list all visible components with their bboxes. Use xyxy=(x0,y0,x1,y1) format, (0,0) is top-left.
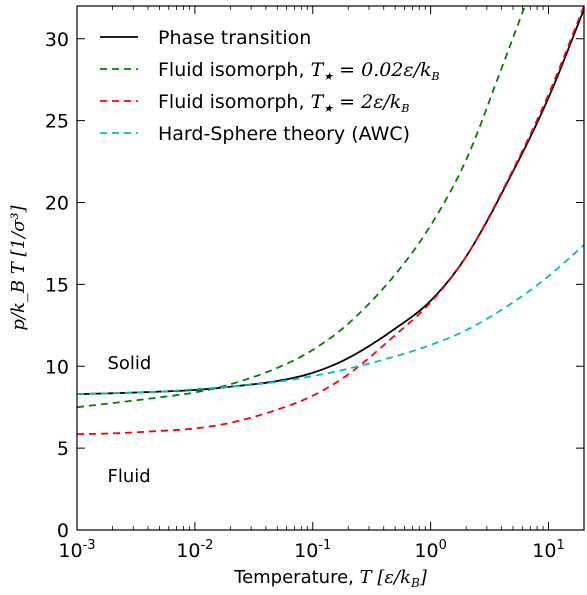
axes-frame xyxy=(76,5,585,531)
series-line-4 xyxy=(77,244,584,395)
series-line-2 xyxy=(77,6,526,409)
y-tick-label-25: 25 xyxy=(45,111,69,133)
annotations: Solid Fluid xyxy=(107,353,151,487)
x-tick-label-2: 10-1 xyxy=(294,538,331,562)
y-tick-label-30: 30 xyxy=(45,29,69,51)
x-axis-label: Temperature, T [ε/kB] xyxy=(233,567,428,590)
legend-label-2: Fluid isomorph, T★ = 0.02ε/kB xyxy=(158,59,440,83)
series-line-1 xyxy=(77,8,584,395)
x-tick-label-1: 10-2 xyxy=(176,538,213,562)
y-tick-label-5: 5 xyxy=(57,438,69,460)
y-tick-label-15: 15 xyxy=(45,274,69,296)
axis-labels: Temperature, T [ε/kB] p/k_B T [1/σ³] xyxy=(8,204,428,590)
legend: Phase transition Fluid isomorph, T★ = 0.0… xyxy=(100,27,440,145)
x-tick-label-0: 10-3 xyxy=(58,538,95,562)
ticks: 0 5 10 15 20 25 30 10-3 10-2 10-1 100 101 xyxy=(45,6,585,562)
y-tick-label-20: 20 xyxy=(45,193,69,215)
legend-label-4: Hard-Sphere theory (AWC) xyxy=(158,123,410,145)
plot-frame xyxy=(76,5,585,531)
series-line-3 xyxy=(77,6,584,436)
y-axis-label: p/k_B T [1/σ³] xyxy=(8,204,29,330)
region-label-solid: Solid xyxy=(107,353,151,374)
legend-label-3: Fluid isomorph, T★ = 2ε/kB xyxy=(158,91,409,115)
plot-area xyxy=(77,6,584,436)
legend-label-1: Phase transition xyxy=(158,27,311,49)
region-label-fluid: Fluid xyxy=(107,466,150,487)
x-tick-label-4: 101 xyxy=(532,538,564,562)
y-tick-label-10: 10 xyxy=(45,356,69,378)
y-tick-label-0: 0 xyxy=(57,520,69,542)
x-tick-label-3: 100 xyxy=(414,538,446,562)
